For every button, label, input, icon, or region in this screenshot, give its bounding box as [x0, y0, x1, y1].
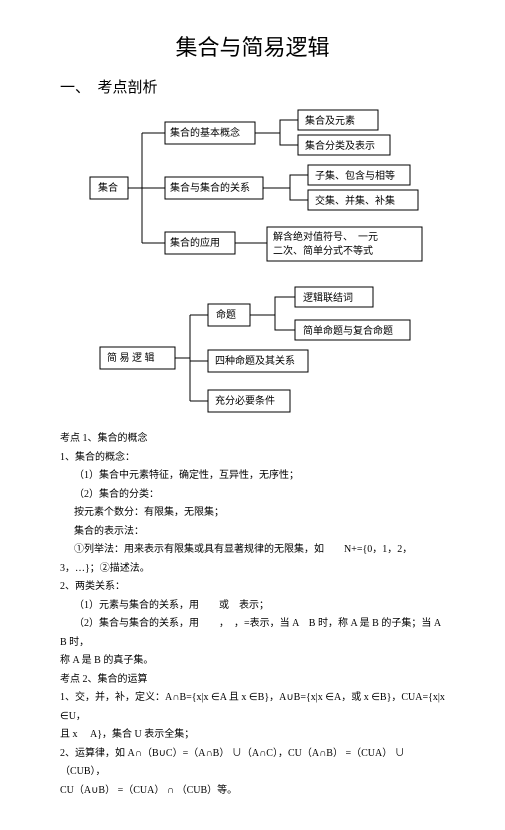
p-3-1: 1、交，并，补，定义：A∩B={x|x ∈A 且 x ∈B}，A∪B={x|x … — [60, 689, 445, 726]
d1-leaf-mid-1: 交集、并集、补集 — [315, 194, 395, 207]
d2-mid3: 充分必要条件 — [215, 394, 275, 407]
d1-mid-2: 集合的应用 — [170, 236, 220, 249]
p-3-2: 且 x A}，集合 U 表示全集； — [60, 726, 445, 745]
diagram-set-theory: 集合 集合的基本概念 集合与集合的关系 集合的应用 集合及元素 集合分类及表示 … — [80, 107, 425, 272]
d1-root: 集合 — [98, 181, 118, 194]
d1-leaf-top-1: 集合分类及表示 — [305, 139, 375, 152]
p-1-5: 集合的表示法： — [60, 523, 445, 542]
section-heading: 一、 考点剖析 — [60, 76, 445, 97]
p-3-4: CU（A∪B） =（CUA） ∩ （CUB）等。 — [60, 782, 445, 801]
d2-mid1: 命题 — [216, 308, 236, 321]
d1-leaf-bot-l1: 解含绝对值符号、 一元 — [273, 230, 378, 243]
d1-mid-1: 集合与集合的关系 — [170, 181, 250, 194]
heading-kd2: 考点 2、集合的运算 — [60, 671, 445, 690]
p-1-6: ①列举法：用来表示有限集或具有显著规律的无限集，如 N+={0，1，2，3，…}… — [60, 541, 445, 578]
p-2-2: （2）集合与集合的关系，用 ， ，=表示，当 A B 时，称 A 是 B 的子集… — [60, 615, 445, 652]
heading-2: 2、两类关系： — [60, 578, 445, 597]
p-1-3: （2）集合的分类： — [60, 486, 445, 505]
d1-leaf-mid-0: 子集、包含与相等 — [315, 169, 395, 182]
d2-right-1: 简单命题与复合命题 — [303, 324, 393, 337]
p-3-3: 2、运算律，如 A∩（B∪C）=（A∩B） ∪（A∩C），CU（A∩B） =（C… — [60, 745, 445, 782]
d2-root: 简 易 逻 辑 — [107, 351, 155, 364]
p-1-4: 按元素个数分：有限集，无限集； — [60, 504, 445, 523]
d2-right-0: 逻辑联结词 — [303, 291, 353, 304]
content-body: 考点 1、集合的概念 1、集合的概念： （1）集合中元素特征，确定性，互异性，无… — [60, 430, 445, 800]
d2-mid2: 四种命题及其关系 — [215, 354, 295, 367]
page-title: 集合与简易逻辑 — [60, 30, 445, 62]
d1-leaf-bot-l2: 二次、简单分式不等式 — [273, 244, 373, 257]
p-1-2: （1）集合中元素特征，确定性，互异性，无序性； — [60, 467, 445, 486]
p-2-1: （1）元素与集合的关系，用 或 表示； — [60, 597, 445, 616]
heading-kd1: 考点 1、集合的概念 — [60, 430, 445, 449]
d1-leaf-top-0: 集合及元素 — [305, 114, 355, 127]
d1-mid-0: 集合的基本概念 — [170, 126, 240, 139]
diagram-logic: 简 易 逻 辑 命题 逻辑联结词 简单命题与复合命题 四种命题及其关系 充分必要… — [90, 282, 415, 422]
p-1-1: 1、集合的概念： — [60, 449, 445, 468]
p-2-3: 称 A 是 B 的真子集。 — [60, 652, 445, 671]
